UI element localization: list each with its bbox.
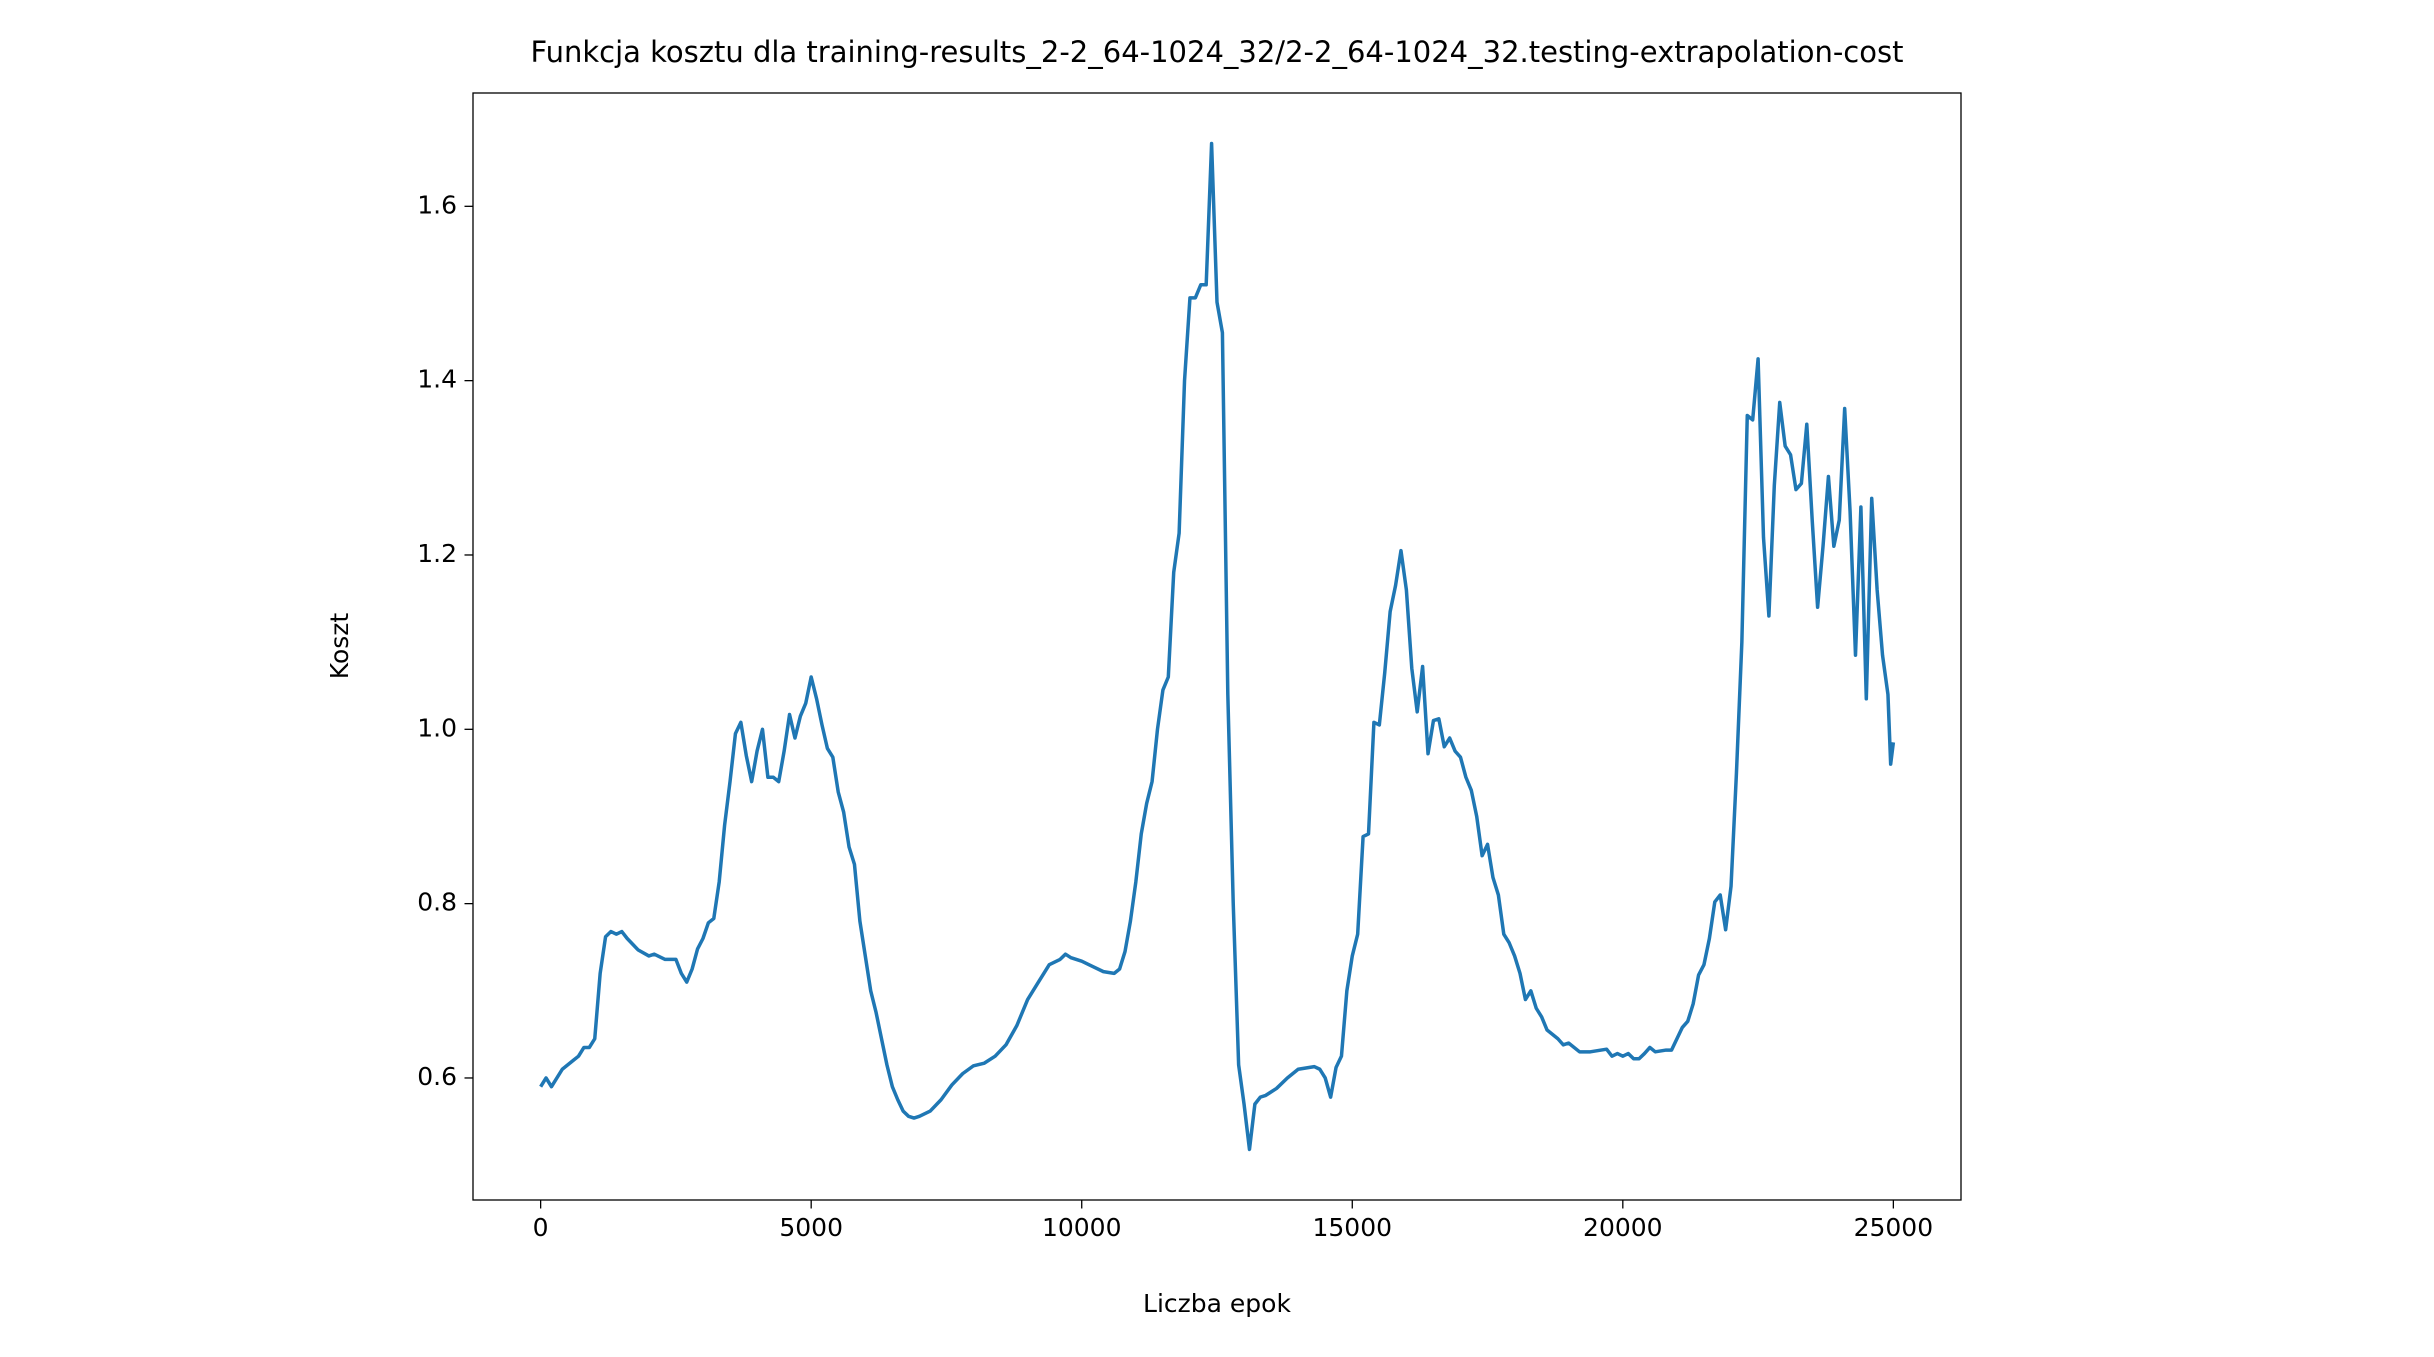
x-tick-label: 15000 (1313, 1213, 1393, 1242)
line-series (539, 141, 1896, 1152)
x-tick-label: 0 (533, 1213, 549, 1242)
x-tick-label: 20000 (1583, 1213, 1663, 1242)
x-tick-label: 5000 (779, 1213, 843, 1242)
y-tick-label: 1.6 (417, 190, 457, 219)
plot-frame (472, 92, 1962, 1201)
y-tick-label: 0.6 (417, 1062, 457, 1091)
y-tick-label: 1.0 (417, 713, 457, 742)
x-axis-label: Liczba epok (1143, 1289, 1291, 1318)
x-tick-label: 25000 (1854, 1213, 1934, 1242)
chart-title: Funkcja kosztu dla training-results_2-2_… (531, 35, 1904, 69)
y-tick-label: 0.8 (417, 888, 457, 917)
y-tick-label: 1.4 (417, 365, 457, 394)
x-tick-label: 10000 (1042, 1213, 1122, 1242)
y-axis-label: Koszt (325, 613, 354, 680)
y-tick-label: 1.2 (417, 539, 457, 568)
